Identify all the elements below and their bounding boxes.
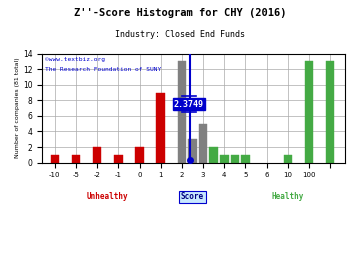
Text: ©www.textbiz.org: ©www.textbiz.org [45,57,105,62]
Bar [220,155,229,163]
Bar [199,124,207,163]
Text: Z''-Score Histogram for CHY (2016): Z''-Score Histogram for CHY (2016) [74,8,286,18]
Text: 2.3749: 2.3749 [174,100,204,109]
Bar [284,155,292,163]
Text: Score: Score [181,192,204,201]
Bar [157,93,165,163]
Bar [305,61,313,163]
Bar [178,61,186,163]
Text: Healthy: Healthy [272,192,304,201]
Bar [93,147,102,163]
Bar [231,155,239,163]
Bar [188,139,197,163]
Text: Unhealthy: Unhealthy [87,192,129,201]
Bar [135,147,144,163]
Bar [210,147,218,163]
Bar [51,155,59,163]
Bar [241,155,250,163]
Y-axis label: Number of companies (81 total): Number of companies (81 total) [15,58,20,158]
Bar [326,61,334,163]
Text: Industry: Closed End Funds: Industry: Closed End Funds [115,30,245,39]
Bar [72,155,80,163]
Text: The Research Foundation of SUNY: The Research Foundation of SUNY [45,67,161,72]
Bar [114,155,123,163]
